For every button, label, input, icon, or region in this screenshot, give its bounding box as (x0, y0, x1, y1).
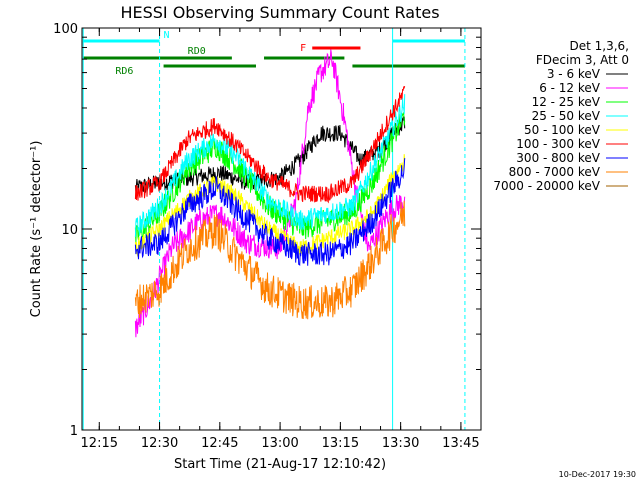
legend-header-line-1: Det 1,3,6, (570, 39, 630, 53)
series-line (134, 85, 406, 204)
axes: 12:15 12:30 12:45 13:00 13:15 13:30 13:45 1 10 10… (53, 22, 482, 451)
chart-title: HESSI Observing Summary Count Rates (120, 3, 439, 22)
generated-timestamp: 10-Dec-2017 19:30 (559, 470, 636, 479)
x-tick-label: 13:00 (261, 436, 298, 451)
legend-header-line-2: FDecim 3, Att 0 (536, 53, 629, 67)
x-tick-label: 13:30 (382, 436, 419, 451)
series-line (134, 158, 406, 267)
legend-entry-label: 25 - 50 keV (532, 109, 601, 123)
y-axis-label: Count Rate (s⁻¹ detector⁻¹) (29, 141, 44, 318)
x-tick-label: 12:15 (81, 436, 118, 451)
legend-entry-label: 300 - 800 keV (516, 151, 600, 165)
y-tick-label: 100 (53, 22, 78, 37)
x-tick-label: 13:15 (322, 436, 359, 451)
legend-entry-label: 50 - 100 keV (524, 123, 601, 137)
flag-bar-label: N (164, 30, 170, 41)
y-tick-label: 1 (70, 424, 78, 439)
legend-entry-label: 100 - 300 keV (516, 137, 600, 151)
y-tick-label: 10 (61, 223, 78, 238)
series-line (134, 111, 406, 243)
x-tick-label: 12:45 (201, 436, 238, 451)
series-line (134, 200, 406, 320)
series-layer (134, 49, 406, 338)
flag-bar-label: RD0 (188, 46, 206, 57)
x-axis-label: Start Time (21-Aug-17 12:10:42) (174, 457, 386, 472)
flag-bar-label: RD6 (115, 66, 133, 77)
x-tick-label: 13:45 (442, 436, 479, 451)
legend-entry-label: 3 - 6 keV (547, 67, 601, 81)
legend-entry-label: 7000 - 20000 keV (493, 179, 600, 193)
legend-entry-label: 6 - 12 keV (539, 81, 601, 95)
series-line (134, 94, 406, 237)
legend-entry-label: 800 - 7000 keV (509, 165, 601, 179)
x-tick-label: 12:30 (141, 436, 178, 451)
flag-bar-label: F (300, 43, 306, 54)
legend-entry-label: 12 - 25 keV (532, 95, 601, 109)
flag-bars: N RD0 RD6 F (83, 30, 465, 77)
